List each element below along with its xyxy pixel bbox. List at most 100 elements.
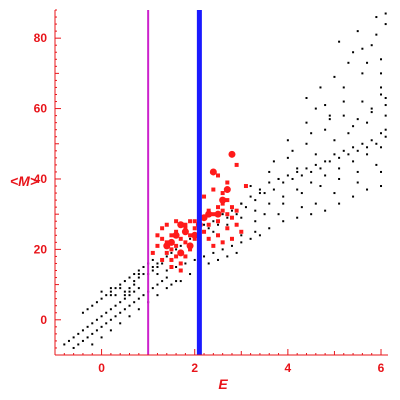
data-point [212, 230, 215, 233]
data-point [225, 198, 230, 203]
data-point [220, 240, 225, 245]
data-point [314, 163, 317, 166]
data-point [305, 97, 308, 100]
data-point [370, 139, 373, 142]
data-point [230, 209, 233, 212]
data-point [156, 273, 159, 276]
data-point [137, 308, 140, 311]
data-point [186, 242, 194, 250]
data-point [384, 97, 387, 100]
data-point [160, 236, 165, 241]
data-point [361, 142, 364, 145]
data-point [137, 273, 140, 276]
data-point [81, 311, 84, 314]
data-point [170, 283, 173, 286]
data-point [347, 153, 350, 156]
data-point [277, 177, 280, 180]
data-point [151, 269, 154, 272]
data-point [305, 121, 308, 124]
data-point [169, 233, 174, 238]
data-point [333, 75, 336, 78]
data-point [192, 219, 197, 224]
data-point [310, 170, 313, 173]
data-point [137, 287, 140, 290]
data-point [160, 226, 165, 231]
data-point [375, 33, 378, 36]
data-point [296, 167, 299, 170]
data-point [221, 248, 224, 251]
data-point [272, 188, 275, 191]
data-point [205, 210, 213, 218]
data-point [228, 150, 236, 158]
data-point [235, 251, 238, 254]
data-point [175, 280, 178, 283]
data-point [296, 216, 299, 219]
data-point [123, 290, 126, 293]
data-point [221, 213, 224, 216]
data-point [305, 167, 308, 170]
data-point [72, 346, 75, 349]
x-axis-title: E [218, 376, 228, 392]
data-point [161, 262, 164, 265]
data-point [177, 249, 185, 257]
data-point [254, 230, 257, 233]
data-point [286, 156, 289, 159]
data-point [150, 250, 155, 255]
data-point [366, 61, 369, 64]
data-point [370, 107, 373, 110]
data-point [202, 229, 207, 234]
data-point [240, 216, 243, 219]
data-point [133, 273, 136, 276]
data-point [258, 188, 261, 191]
data-point [234, 208, 239, 213]
data-point [217, 258, 220, 261]
data-point [189, 237, 192, 240]
y-tick-labels: 0 20 40 60 80 [34, 31, 48, 327]
x-tick-label: 0 [98, 361, 105, 375]
data-point [380, 86, 383, 89]
data-point [114, 315, 117, 318]
data-point [380, 170, 383, 173]
data-point [361, 100, 364, 103]
data-point [319, 86, 322, 89]
data-point [164, 222, 169, 227]
x-tick-label: 4 [285, 361, 292, 375]
data-point [133, 290, 136, 293]
data-point [91, 332, 94, 335]
data-point [170, 251, 173, 254]
data-point [169, 257, 174, 262]
data-point [156, 283, 159, 286]
data-point [192, 226, 197, 231]
data-point [114, 304, 117, 307]
data-point [211, 212, 216, 217]
y-tick-label: 60 [34, 102, 48, 116]
data-point [137, 276, 140, 279]
data-point [174, 219, 179, 224]
data-point [366, 153, 369, 156]
data-point [229, 215, 234, 220]
data-point [380, 93, 383, 96]
data-point [174, 243, 179, 248]
data-point [225, 212, 230, 217]
data-point [169, 247, 174, 252]
data-point [249, 195, 252, 198]
data-point [128, 276, 131, 279]
x-tick-labels: 0 2 4 6 [98, 361, 384, 375]
data-point [77, 343, 80, 346]
data-point [314, 153, 317, 156]
data-point [183, 254, 188, 259]
data-point [356, 30, 359, 33]
data-point [214, 210, 222, 218]
data-point [151, 265, 154, 268]
data-point [229, 236, 234, 241]
data-point [137, 297, 140, 300]
data-point [296, 188, 299, 191]
x-tick-label: 2 [191, 361, 198, 375]
data-point [100, 315, 103, 318]
data-point [163, 242, 171, 250]
data-point [86, 308, 89, 311]
data-point [249, 237, 252, 240]
data-point [86, 336, 89, 339]
data-point [100, 297, 103, 300]
data-point [356, 181, 359, 184]
